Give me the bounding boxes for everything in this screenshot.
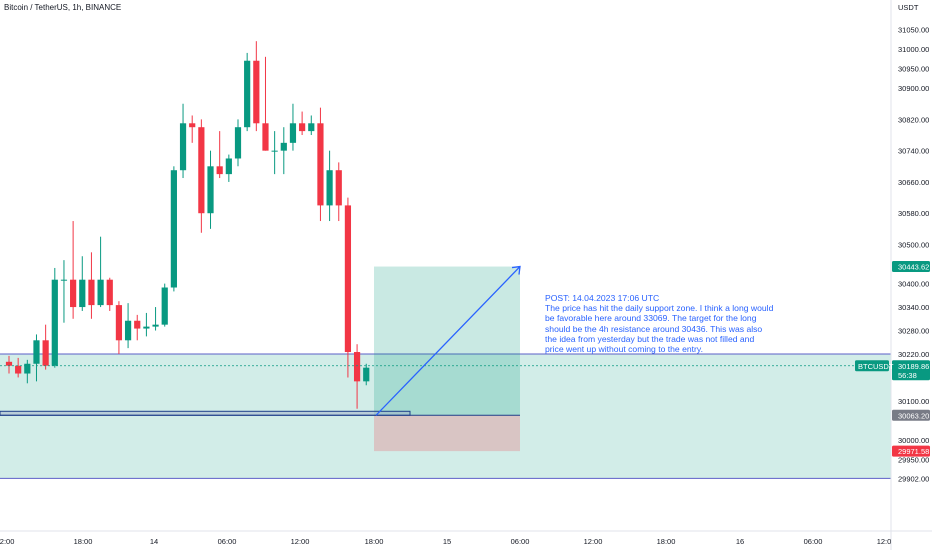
candle-body xyxy=(207,166,214,214)
price-tick-label: 30280.00 xyxy=(898,327,929,336)
candle-body xyxy=(33,340,40,364)
candle-body xyxy=(115,305,123,341)
price-tick-label: 30100.00 xyxy=(898,397,929,406)
annotation-note[interactable]: POST: 14.04.2023 17:06 UTC The price has… xyxy=(545,293,775,354)
candle-body xyxy=(326,170,333,206)
entry-price-badge-bg xyxy=(892,409,930,421)
candle-body xyxy=(189,123,196,128)
candle-body xyxy=(24,363,31,374)
stop-price-badge-value: 29971.58 xyxy=(898,447,929,456)
entry-range-box[interactable] xyxy=(0,410,411,416)
target-price-badge-value: 30443.62 xyxy=(898,263,929,272)
time-tick-label: 06:00 xyxy=(804,537,823,546)
candle-body xyxy=(335,170,342,206)
candle-body xyxy=(216,166,223,175)
price-axis[interactable]: 31050.00 31000.00 30950.00 30900.00 30820.00… xyxy=(898,25,929,483)
price-tick-label: 29950.00 xyxy=(898,456,929,465)
candle-body xyxy=(198,127,205,214)
candles-layer xyxy=(5,41,370,409)
candle-body xyxy=(353,352,361,382)
candle-body xyxy=(143,326,150,329)
symbol-label-bg xyxy=(855,360,889,372)
price-tick-label: 30340.00 xyxy=(898,303,929,312)
price-tick-label: 31050.00 xyxy=(898,25,929,34)
candle-body xyxy=(179,123,187,171)
price-tick-label: 29902.00 xyxy=(898,474,929,483)
time-tick-label: 18:00 xyxy=(74,537,93,546)
time-tick-label: 12:0 xyxy=(877,537,892,546)
time-tick-label: 15 xyxy=(443,537,451,546)
candle-body xyxy=(15,365,22,374)
price-tick-label: 30220.00 xyxy=(898,350,929,359)
support-zone xyxy=(0,353,891,479)
stop-price-badge-bg xyxy=(892,445,930,457)
candle-body xyxy=(70,279,77,308)
candle-body xyxy=(5,361,13,366)
price-tick-label: 30740.00 xyxy=(898,147,929,156)
last-price-value: 30189.86 xyxy=(898,362,929,371)
time-tick-label: 16 xyxy=(736,537,744,546)
candle-body xyxy=(262,123,269,151)
price-axis-currency: USDT xyxy=(898,3,919,12)
candle-body xyxy=(88,279,95,306)
candle-body xyxy=(253,60,260,124)
candle-body xyxy=(42,340,49,366)
candle-body xyxy=(51,279,58,366)
time-tick-label: 18:00 xyxy=(657,537,676,546)
time-tick-label: 18:00 xyxy=(365,537,384,546)
chart-title: Bitcoin / TetherUS, 1h, BINANCE xyxy=(4,3,122,12)
time-tick-label: 06:00 xyxy=(218,537,237,546)
candle-body xyxy=(152,324,159,327)
time-tick-label: 06:00 xyxy=(511,537,530,546)
candle-body xyxy=(363,367,370,382)
candle-body xyxy=(60,279,68,281)
position-loss-zone[interactable] xyxy=(374,415,520,452)
candle-body xyxy=(308,123,315,132)
candle-body xyxy=(271,150,278,152)
price-tick-label: 30950.00 xyxy=(898,65,929,74)
candle-body xyxy=(225,158,232,175)
candle-body xyxy=(317,123,324,206)
price-tick-label: 30500.00 xyxy=(898,241,929,250)
time-tick-label: 12:00 xyxy=(0,537,14,546)
candle-body xyxy=(106,279,113,306)
last-price-badge-bg xyxy=(892,360,930,381)
time-tick-label: 12:00 xyxy=(584,537,603,546)
candle-body xyxy=(170,170,177,288)
price-tick-label: 31000.00 xyxy=(898,45,929,54)
price-tick-label: 30400.00 xyxy=(898,280,929,289)
annotation-header: POST: 14.04.2023 17:06 UTC xyxy=(545,293,660,303)
time-axis[interactable]: 12:00 18:00 14 06:00 12:00 18:00 15 06:00 12:00 1… xyxy=(0,537,891,546)
trend-arrow-head xyxy=(511,265,521,275)
candle-body xyxy=(161,287,168,325)
price-tick-label: 30000.00 xyxy=(898,436,929,445)
candle-body xyxy=(299,123,306,132)
candle-body xyxy=(134,320,141,329)
candle-body xyxy=(280,142,287,151)
trend-arrow-line[interactable] xyxy=(375,266,521,416)
candle-body xyxy=(124,320,132,341)
time-tick-label: 12:00 xyxy=(291,537,310,546)
entry-price-badge-value: 30063.20 xyxy=(898,411,929,420)
price-tick-label: 30580.00 xyxy=(898,209,929,218)
candle-body xyxy=(289,123,297,143)
price-tick-label: 30660.00 xyxy=(898,178,929,187)
price-tick-label: 30900.00 xyxy=(898,84,929,93)
candle-body xyxy=(234,127,242,159)
candle-body xyxy=(79,279,86,308)
target-price-badge-bg xyxy=(892,261,930,273)
annotation-body: The price has hit the daily support zone… xyxy=(545,303,774,355)
candle-body xyxy=(244,60,251,128)
symbol-label: BTCUSDT xyxy=(858,362,894,371)
time-tick-label: 14 xyxy=(150,537,158,546)
candle-body xyxy=(344,205,352,353)
candle-body xyxy=(97,279,104,306)
bar-countdown: 56:38 xyxy=(898,371,917,380)
price-tick-label: 30820.00 xyxy=(898,115,929,124)
